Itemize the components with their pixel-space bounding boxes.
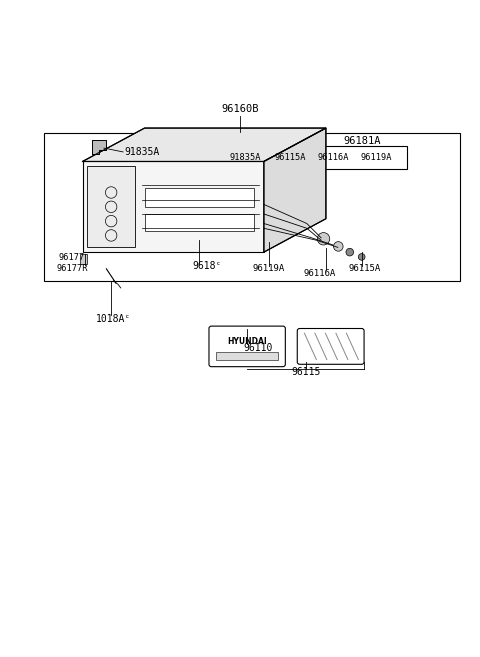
- Text: 96181A: 96181A: [343, 137, 381, 147]
- FancyBboxPatch shape: [297, 328, 364, 364]
- Text: 96116A: 96116A: [317, 153, 349, 162]
- Text: 96115A: 96115A: [349, 264, 381, 273]
- FancyBboxPatch shape: [209, 326, 285, 367]
- Polygon shape: [83, 128, 326, 162]
- Text: 9618ᶜ: 9618ᶜ: [192, 261, 221, 271]
- Text: HYUNDAI: HYUNDAI: [228, 336, 267, 346]
- Text: 96160B: 96160B: [221, 104, 259, 114]
- Text: 91835A: 91835A: [124, 147, 160, 157]
- Text: 96119A: 96119A: [252, 264, 285, 273]
- Polygon shape: [264, 128, 326, 252]
- Bar: [83, 162, 264, 252]
- Bar: [80, 254, 87, 264]
- Bar: [87, 166, 135, 248]
- Text: 96115: 96115: [291, 367, 321, 377]
- Bar: [44, 133, 459, 281]
- Text: 96110: 96110: [243, 342, 272, 353]
- Circle shape: [346, 248, 354, 256]
- Text: 96115A: 96115A: [275, 153, 306, 162]
- Bar: [144, 188, 254, 207]
- Polygon shape: [92, 140, 107, 154]
- Text: 96119A: 96119A: [360, 153, 392, 162]
- Bar: [144, 214, 254, 231]
- Bar: [218, 146, 407, 169]
- Circle shape: [317, 233, 330, 245]
- Bar: [216, 352, 278, 361]
- Text: 96177
96177R: 96177 96177R: [56, 253, 88, 273]
- Text: 96116A: 96116A: [303, 269, 336, 278]
- Text: 1018Aᶜ: 1018Aᶜ: [96, 314, 131, 324]
- Circle shape: [334, 242, 343, 251]
- Text: 91835A: 91835A: [229, 153, 261, 162]
- Circle shape: [359, 254, 365, 260]
